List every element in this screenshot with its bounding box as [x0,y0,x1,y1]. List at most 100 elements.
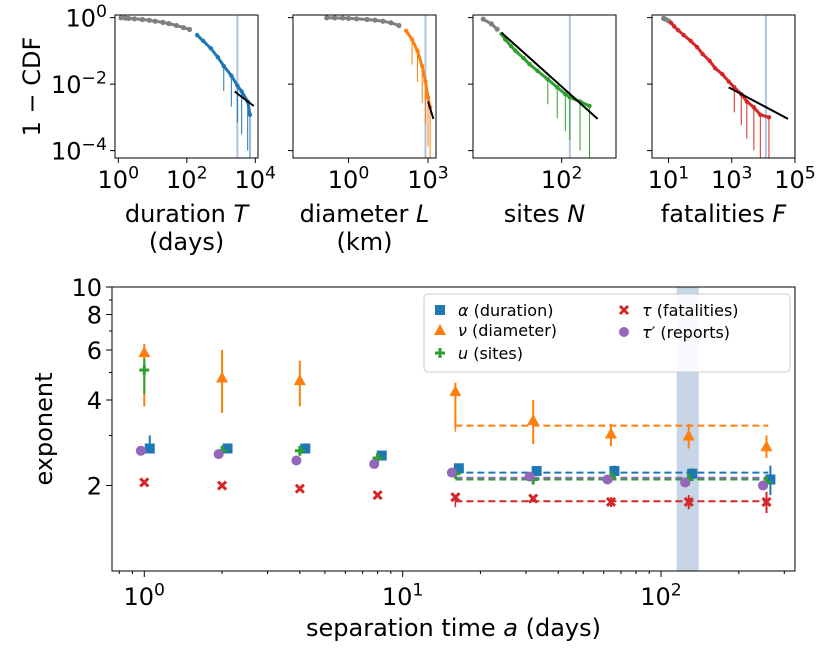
y-axis-label-part: exponent [30,372,58,485]
y-tick-label-part: −2 [82,69,107,89]
y-axis-label-part: 1 − CDF [18,37,46,137]
tau_prime-point [757,480,768,491]
axes-frame [651,14,796,159]
alpha-point [376,450,387,461]
x-tick-label: 103 [407,163,449,194]
y-tick-label: 2 [87,473,102,501]
x-axis-label: separation time a (days) [306,614,601,642]
u-legend-label-part: (sites) [468,344,523,363]
y-tick-label-part: 6 [87,337,102,365]
alpha-legend-marker [435,305,445,315]
tau_prime-point [369,459,380,470]
x-tick-label-part: 4 [265,163,276,183]
x-axis-label-units-part: (km) [336,228,392,256]
nu-point [293,374,306,386]
x-axis-label-part: F [772,200,787,228]
cdf-tail-curve [669,21,770,119]
tau-point [528,493,539,504]
tau-legend-label-part: τ [642,301,652,320]
y-tick-label-part: 10 [71,274,102,302]
tau_prime-legend-label-part: τ′ [642,323,656,342]
alpha-series [144,435,776,496]
cdf-tail-curve [404,30,432,108]
x-tick-label-part: 10 [407,166,438,194]
axes-frame [292,14,437,159]
x-tick-label-part: 3 [742,163,753,183]
x-tick-label-part: 0 [154,580,165,600]
x-tick-label-part: 10 [648,166,679,194]
x-tick-label: 100 [98,163,140,194]
tau_prime-point [135,445,146,456]
x-tick-label: 104 [235,163,277,194]
nu-point [760,440,773,452]
tau-point [372,490,383,501]
cdf-head-curve [326,16,400,27]
nu-legend-label: ν (diameter) [458,321,557,340]
cdf-tail-curve [196,33,252,115]
x-axis-label-part: separation time [306,614,503,642]
tau_prime-point [213,449,224,460]
axes-frame [111,286,796,572]
tau-point [761,496,772,508]
x-axis-label-part: a [503,614,518,642]
cdf-sites: 102 sites N [468,14,617,228]
x-tick-label: 105 [774,163,816,194]
x-tick-label-part: 1 [412,580,423,600]
x-tick-label-part: 10 [328,166,359,194]
tau-legend-label: τ (fatalities) [642,301,739,320]
tau-point [605,496,617,508]
alpha-point [222,443,233,454]
y-tick-label-part: 8 [87,302,102,330]
nu-point [449,385,462,397]
tau-point [294,483,305,494]
x-axis-label: fatalities F [661,200,788,228]
y-tick-label-part: 10 [51,71,82,99]
alpha-point [609,465,620,476]
x-axis-label-units: (days) [149,228,224,256]
y-tick-label: 100 [65,2,107,33]
x-axis-label-units: (km) [336,228,392,256]
x-tick-label-part: 10 [98,166,129,194]
cdf-head-curve [120,16,190,31]
tau-point [216,480,228,491]
nu-point [138,346,151,358]
tau_prime-legend-label-part: (reports) [655,323,730,342]
tau-point [139,477,150,488]
y-tick-label-part: 4 [87,387,102,415]
y-tick-label: 10−2 [51,69,107,100]
alpha-point [687,468,698,479]
x-axis-label-part: duration [125,200,234,228]
y-axis-label: exponent [30,372,58,485]
x-tick-label-part: 3 [438,163,449,183]
power-law-fit-line [427,101,435,120]
tau-point [683,496,694,508]
y-tick-label-part: 0 [96,2,107,22]
x-tick-label: 101 [648,163,690,194]
x-tick-label-part: 10 [711,166,742,194]
tau_prime-legend-marker [619,327,629,337]
x-tick-label-part: 10 [166,166,197,194]
alpha-point [144,443,155,454]
x-axis-label-part: fatalities [661,200,773,228]
x-axis-label-part: T [233,200,250,228]
x-axis-label: sites N [504,200,585,228]
legend-frame [423,293,791,373]
tau_prime-point [602,474,613,485]
x-axis-label-part: L [416,200,429,228]
nu-legend-label-part: ν [458,321,467,340]
x-tick-label-part: 10 [382,583,413,611]
x-tick-label: 102 [541,163,583,194]
y-tick-label: 10−4 [51,135,107,166]
x-tick-label-part: 2 [197,163,208,183]
x-tick-label-part: 0 [128,163,139,183]
tau-legend-label-part: (fatalities) [652,301,739,320]
alpha-point [453,463,464,474]
x-tick-label: 103 [711,163,753,194]
alpha-legend-label: α (duration) [458,301,553,320]
nu-series [138,343,773,458]
u-legend-marker [435,348,445,358]
x-axis-label-part: sites [504,200,567,228]
tau_prime-series [135,445,768,491]
